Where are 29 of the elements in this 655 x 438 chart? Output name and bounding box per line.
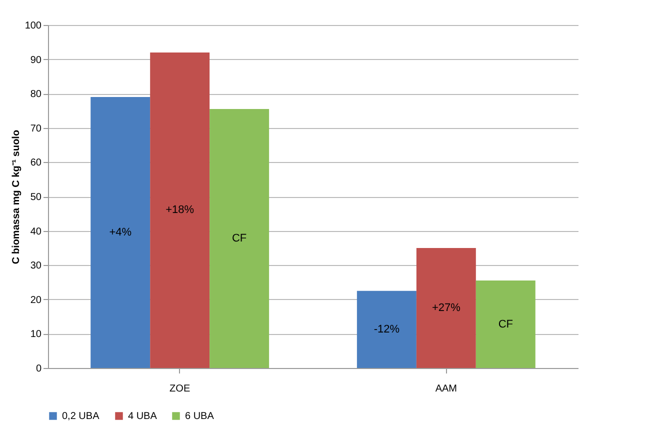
bar (210, 109, 270, 368)
x-tick-label: ZOE (170, 384, 190, 394)
annotation: -12% (374, 323, 400, 336)
annotation: +4% (109, 226, 132, 239)
bar (356, 290, 416, 368)
y-tick-label: 80 (30, 89, 42, 100)
y-tick-label: 100 (24, 20, 42, 32)
y-tick-label: 0 (36, 364, 42, 374)
bar (476, 280, 536, 368)
y-tick-label: 60 (30, 158, 42, 169)
legend-label: 6 UBA (185, 411, 214, 422)
annotation: CF (232, 232, 247, 245)
y-tick-label: 90 (30, 54, 42, 66)
bar (90, 97, 150, 368)
annotation: CF (498, 318, 514, 330)
y-tick-label: 10 (30, 329, 42, 340)
annotation: +27% (432, 302, 461, 314)
annotation: +18% (166, 204, 194, 216)
legend-label: 4 UBA (128, 411, 158, 422)
y-tick-label: 50 (30, 192, 42, 203)
legend-label: 0,2 UBA (62, 411, 100, 422)
y-tick-label: 40 (30, 226, 42, 238)
y-tick-label: 30 (30, 260, 42, 272)
bar (150, 52, 210, 368)
y-tick-label: 20 (30, 294, 42, 306)
x-tick-label: AAM (435, 384, 457, 394)
bar (416, 248, 476, 368)
y-axis-title: C biomassa mg C kg⁻¹ suolo (10, 130, 22, 264)
y-tick-label: 70 (30, 123, 42, 134)
